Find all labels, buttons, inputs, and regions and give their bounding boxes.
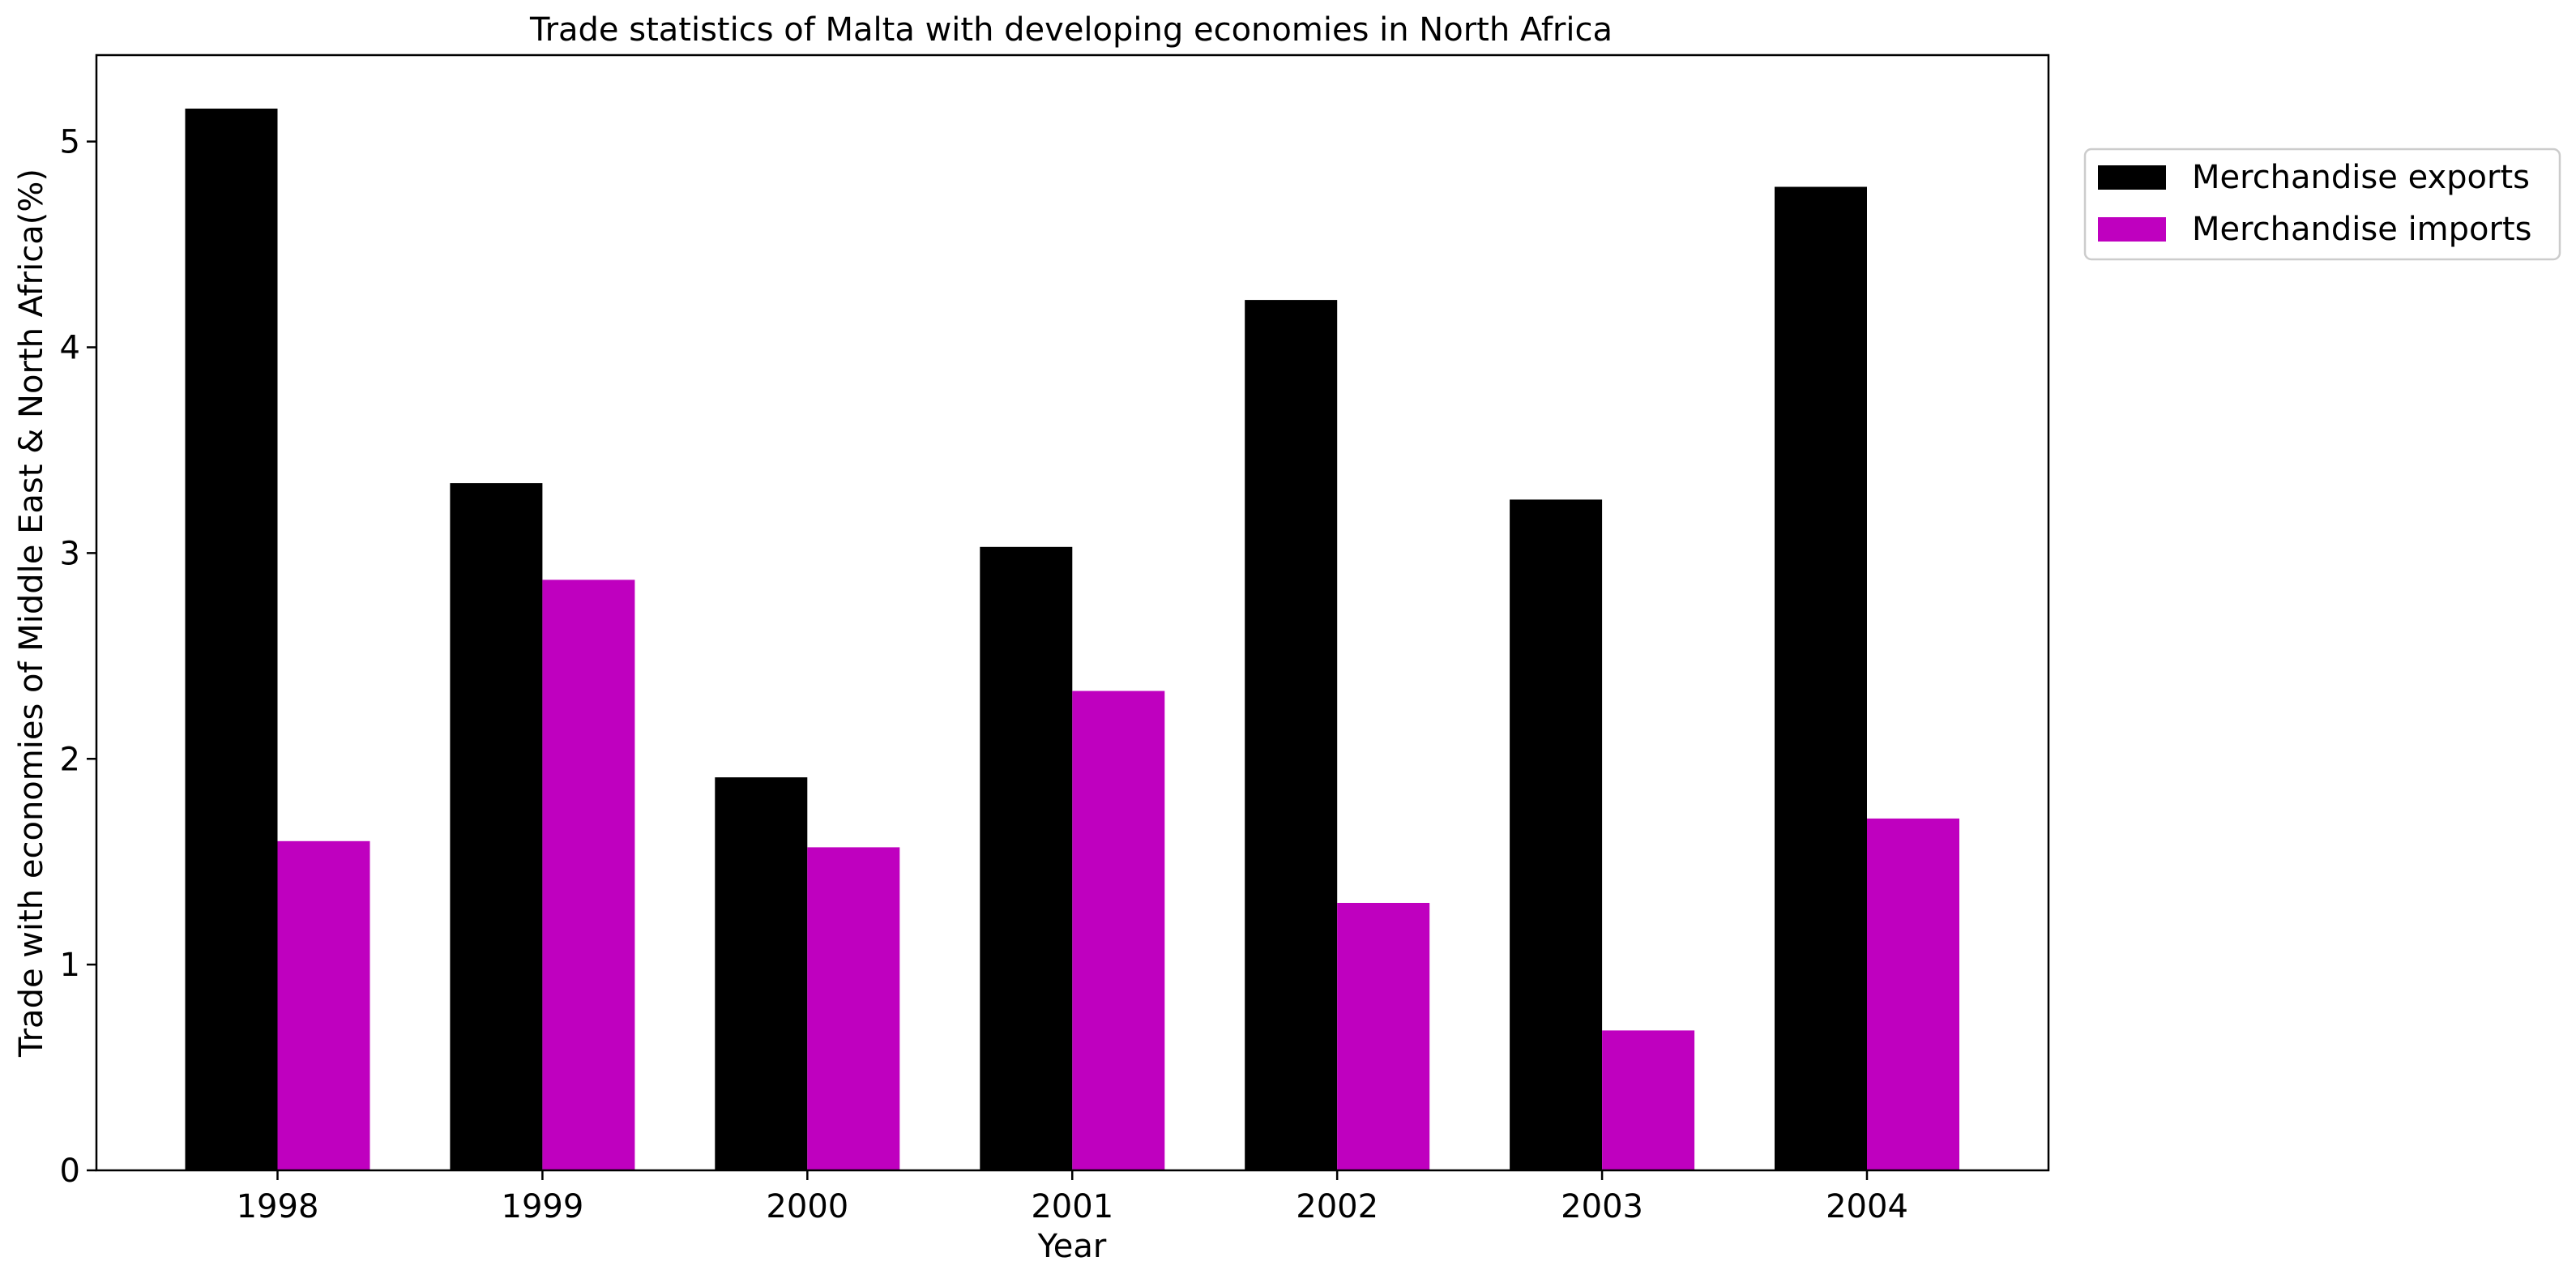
bar-imports-2001 [1072, 691, 1165, 1170]
chart-title: Trade statistics of Malta with developin… [529, 11, 1613, 49]
bars-layer [185, 109, 1959, 1171]
y-tick-label-0: 0 [60, 1153, 80, 1190]
legend-swatch-exports [2098, 165, 2166, 190]
x-tick-label-2001: 2001 [1031, 1188, 1113, 1225]
bar-exports-1999 [450, 483, 543, 1170]
x-axis-label: Year [1037, 1228, 1107, 1265]
bar-imports-2004 [1867, 818, 1959, 1170]
x-tick-label-2004: 2004 [1826, 1188, 1908, 1225]
legend: Merchandise exports Merchandise imports [2083, 148, 2561, 261]
y-tick-label-5: 5 [60, 124, 80, 161]
legend-label-exports: Merchandise exports [2192, 159, 2530, 196]
y-tick-label-2: 2 [60, 741, 80, 778]
x-tick-label-1998: 1998 [237, 1188, 319, 1225]
bar-exports-2002 [1245, 300, 1338, 1171]
bar-exports-2004 [1775, 186, 1867, 1170]
y-tick-label-1: 1 [60, 947, 80, 984]
bar-exports-2003 [1510, 499, 1603, 1170]
x-tick-label-2003: 2003 [1561, 1188, 1643, 1225]
bar-imports-1999 [542, 579, 635, 1170]
legend-label-imports: Merchandise imports [2192, 211, 2531, 248]
bar-exports-2000 [715, 777, 808, 1170]
bar-imports-1998 [277, 840, 370, 1170]
bar-imports-2002 [1337, 903, 1430, 1170]
bar-exports-2001 [980, 546, 1073, 1170]
x-tick-label-1999: 1999 [502, 1188, 584, 1225]
x-tick-label-2000: 2000 [766, 1188, 848, 1225]
axes-layer: 1998 1999 2000 2001 2002 2003 2004 0 1 2 3 4 5 [60, 124, 1908, 1225]
bar-imports-2003 [1602, 1030, 1695, 1170]
bar-imports-2000 [807, 847, 900, 1170]
x-tick-label-2002: 2002 [1296, 1188, 1378, 1225]
y-axis-label: Trade with economies of Middle East & No… [13, 169, 50, 1058]
legend-swatch-imports [2098, 217, 2166, 242]
legend-frame [2083, 148, 2561, 261]
y-tick-label-4: 4 [60, 330, 80, 367]
y-tick-label-3: 3 [60, 535, 80, 572]
bar-exports-1998 [185, 109, 278, 1170]
